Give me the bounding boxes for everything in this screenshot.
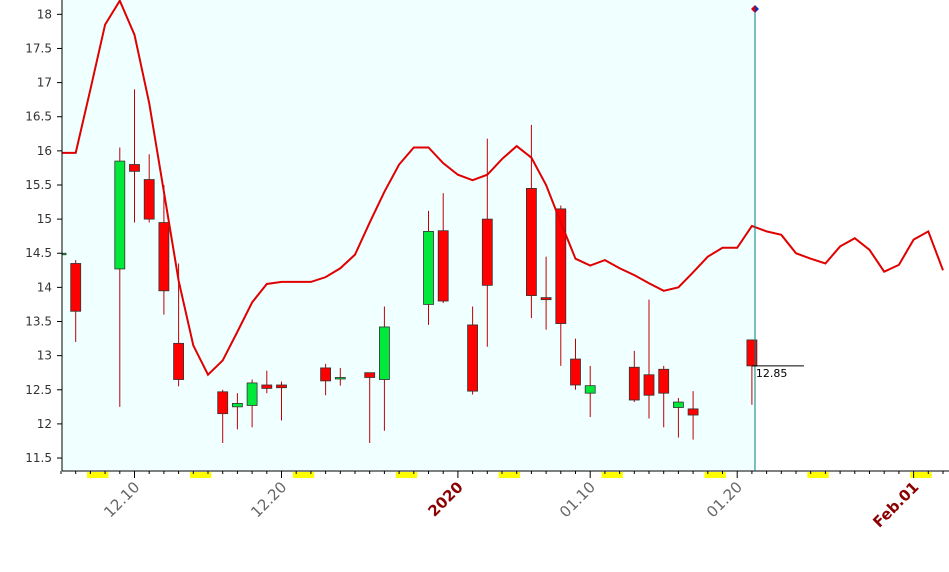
candle-body (173, 342, 185, 380)
cursor-marker (751, 5, 755, 13)
weekend-marker (189, 472, 212, 478)
candle-body (423, 231, 434, 305)
trend-line (62, 0, 944, 377)
y-tick-label: 15.5 (25, 178, 52, 192)
y-tick-label: 12 (37, 417, 52, 431)
y-tick-label: 14 (37, 280, 52, 294)
candle-body (114, 160, 126, 270)
candle-body (364, 372, 376, 378)
y-tick-label: 18 (37, 7, 52, 21)
y-tick-label: 13.5 (25, 315, 52, 329)
y-tick-label: 13 (37, 349, 52, 363)
candle-body (143, 179, 155, 220)
candle-body (261, 384, 273, 389)
candle-body (320, 367, 332, 382)
candle-body (334, 377, 346, 380)
x-tick-label: 12.20 (247, 478, 290, 521)
last-price-label: 12.85 (756, 367, 788, 380)
candle-body (129, 164, 140, 172)
candle-body (570, 358, 581, 386)
weekend-marker (807, 472, 829, 478)
weekend-marker (704, 472, 726, 478)
y-tick-label: 11.5 (25, 451, 52, 465)
candle-body (231, 403, 243, 408)
x-tick-label: Feb.01 (869, 478, 922, 531)
cursor-marker (755, 5, 759, 13)
weekend-marker (498, 472, 521, 478)
weekend-marker (87, 472, 109, 478)
weekend-marker (292, 472, 315, 478)
candle-body (62, 252, 67, 256)
weekend-marker (395, 472, 418, 478)
weekend-marker (910, 472, 932, 478)
candle-body (246, 382, 258, 406)
candle-body (628, 366, 640, 401)
x-tick-label: 01.10 (556, 478, 599, 521)
candle-body (555, 208, 567, 324)
candle-body (643, 374, 655, 396)
y-tick-label: 16.5 (25, 110, 52, 124)
x-tick-label: 12.10 (100, 478, 143, 521)
weekend-marker (601, 472, 623, 478)
y-tick-label: 14.5 (25, 246, 52, 260)
candle-body (687, 408, 699, 416)
y-tick-label: 12.5 (25, 383, 52, 397)
y-tick-label: 17 (37, 76, 52, 90)
candle-body (540, 297, 552, 301)
x-tick-label: 01.20 (703, 478, 746, 521)
candle-body (481, 218, 493, 286)
candle-body (276, 384, 287, 389)
candle-body (658, 368, 670, 394)
y-tick-label: 15 (37, 212, 52, 226)
candle-body (673, 401, 684, 408)
candle-body (584, 385, 596, 394)
candle-body (526, 187, 537, 296)
candle-body (158, 222, 170, 292)
candle-body (217, 391, 229, 415)
plot-area (62, 0, 944, 444)
y-tick-label: 16 (37, 144, 52, 158)
candle-body (437, 230, 449, 302)
candle-body (70, 263, 82, 312)
candle-body (467, 324, 479, 392)
candle-body (378, 326, 390, 380)
x-tick-label: 2020 (424, 478, 466, 520)
y-tick-label: 17.5 (25, 41, 52, 55)
